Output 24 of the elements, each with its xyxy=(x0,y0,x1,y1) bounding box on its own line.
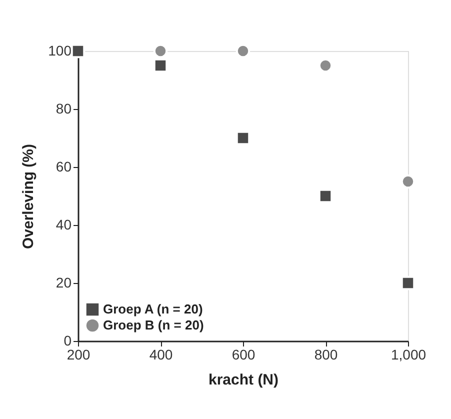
x-tick-label: 400 xyxy=(149,346,173,362)
y-tick-label: 20 xyxy=(56,274,72,290)
point xyxy=(236,130,250,146)
x-tick-label: 200 xyxy=(66,346,90,362)
x-tick-label: 800 xyxy=(314,346,338,362)
point xyxy=(153,44,168,58)
point xyxy=(153,58,168,73)
x-axis-title: kracht (N) xyxy=(208,372,279,388)
y-axis-title: Overleving (%) xyxy=(20,144,38,250)
x-tick-label: 600 xyxy=(232,346,256,362)
point xyxy=(400,276,416,290)
point xyxy=(70,44,86,58)
y-tick-label: 40 xyxy=(56,216,72,232)
y-tick-label: 60 xyxy=(56,158,72,174)
point xyxy=(400,174,416,189)
point xyxy=(318,188,333,204)
x-tick-label: 1,000 xyxy=(390,346,426,362)
y-tick-label: 100 xyxy=(48,42,72,58)
y-tick-label: 0 xyxy=(64,332,72,348)
legend-label: Groep B (n = 20) xyxy=(103,318,204,332)
y-tick-label: 80 xyxy=(56,100,72,116)
point xyxy=(318,58,333,73)
legend-label: Groep A (n = 20) xyxy=(103,302,203,316)
point xyxy=(236,44,250,58)
